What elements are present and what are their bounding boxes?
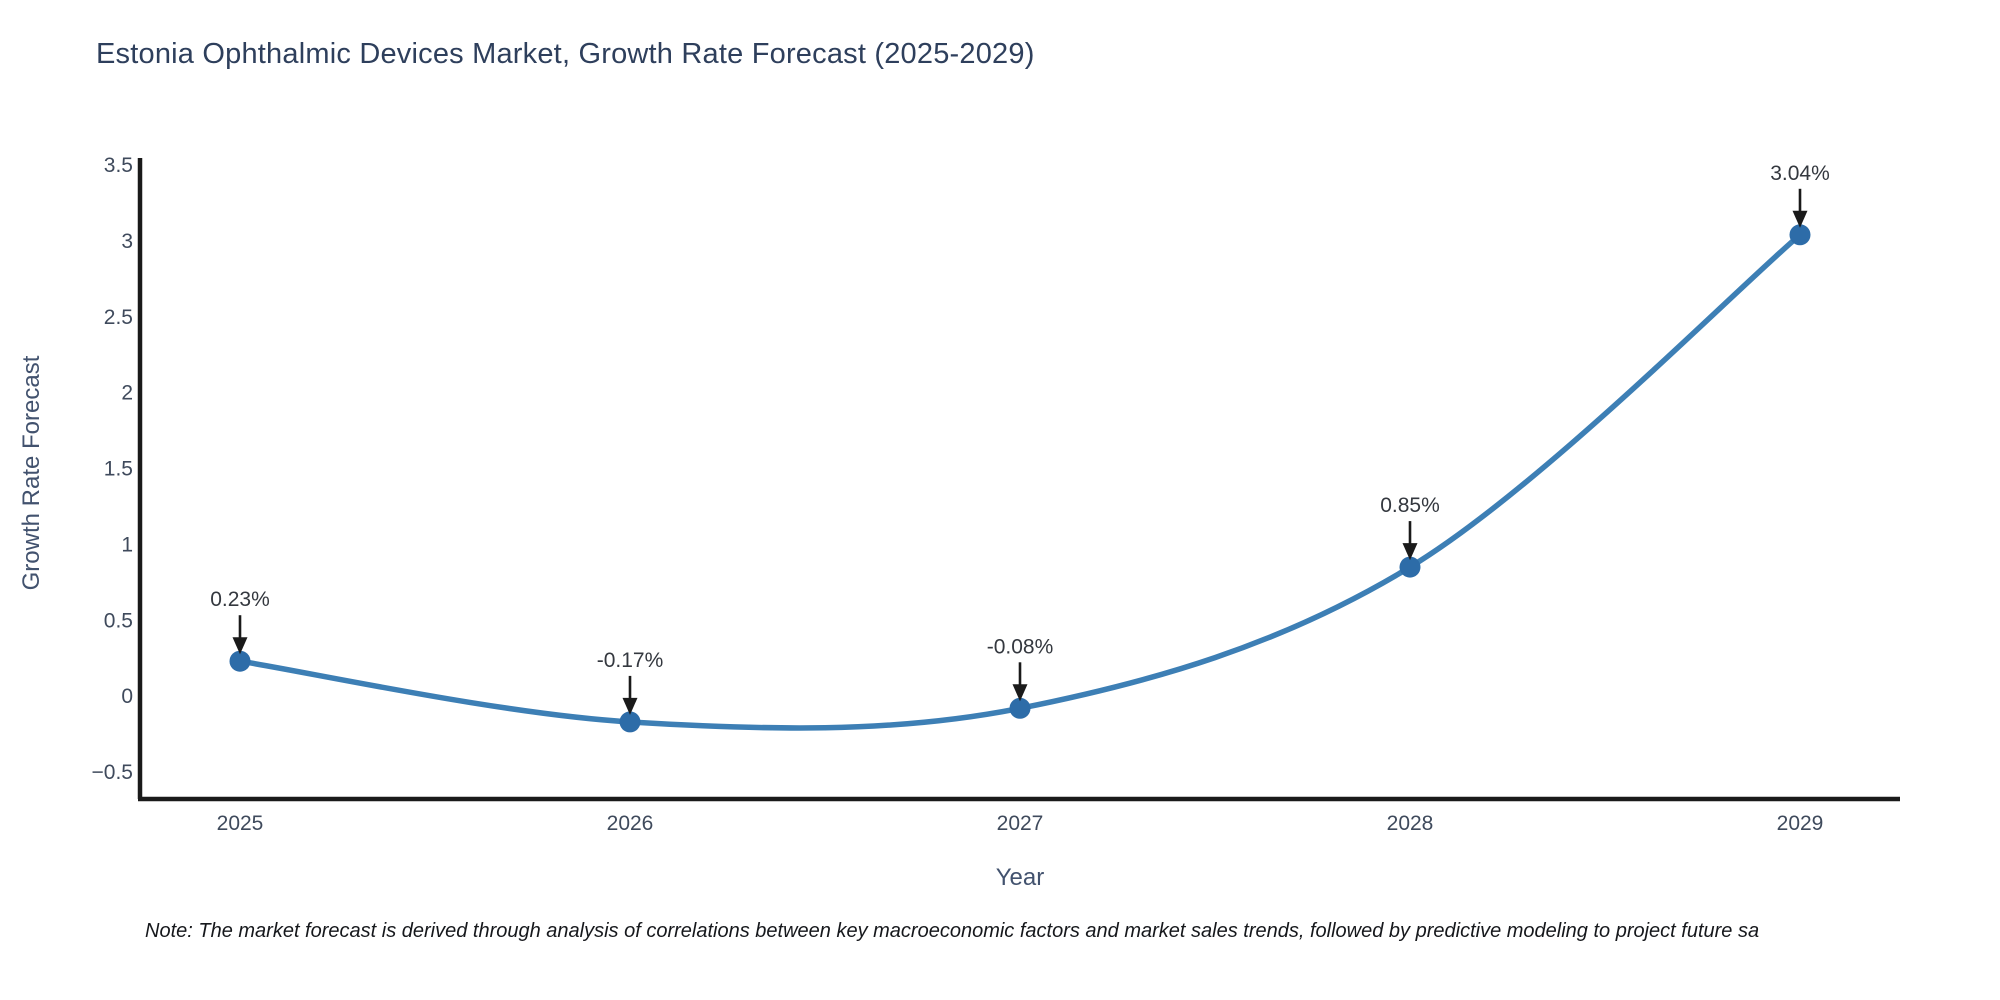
y-tick-label: 0.5 [104, 609, 133, 632]
x-axis-title: Year [995, 864, 1045, 891]
data-point-marker [229, 650, 251, 672]
y-tick-label: 3 [121, 230, 133, 253]
x-tick-label: 2025 [217, 812, 264, 835]
annotation-label: -0.17% [597, 649, 664, 672]
forecast-line [237, 232, 1803, 731]
annotation-label: 3.04% [1770, 162, 1830, 185]
annotation-arrow-head [1792, 210, 1808, 228]
data-point-marker [1399, 556, 1421, 578]
chart-title: Estonia Ophthalmic Devices Market, Growt… [96, 38, 1035, 70]
x-tick-label: 2026 [607, 812, 654, 835]
annotation-arrow-head [1012, 684, 1028, 702]
annotation-arrow-head [622, 697, 638, 715]
y-tick-label: −0.5 [92, 761, 133, 784]
data-point-marker [1789, 224, 1811, 246]
annotation-label: 0.23% [210, 588, 270, 611]
y-tick-label: 0 [121, 685, 133, 708]
data-point-marker [1009, 697, 1031, 719]
annotation-arrow-head [1402, 543, 1418, 561]
y-tick-label: 1.5 [104, 458, 133, 481]
y-tick-label: 2 [121, 382, 133, 405]
annotation-arrow-head [232, 637, 248, 655]
x-tick-label: 2027 [997, 812, 1044, 835]
y-tick-label: 1 [121, 533, 133, 556]
annotation-label: -0.08% [987, 635, 1054, 658]
x-tick-label: 2028 [1387, 812, 1434, 835]
data-point-marker [619, 711, 641, 733]
annotation-label: 0.85% [1380, 494, 1440, 517]
y-tick-label: 3.5 [104, 154, 133, 177]
x-tick-label: 2029 [1777, 812, 1824, 835]
footnote: Note: The market forecast is derived thr… [145, 920, 1760, 942]
y-tick-label: 2.5 [104, 306, 133, 329]
